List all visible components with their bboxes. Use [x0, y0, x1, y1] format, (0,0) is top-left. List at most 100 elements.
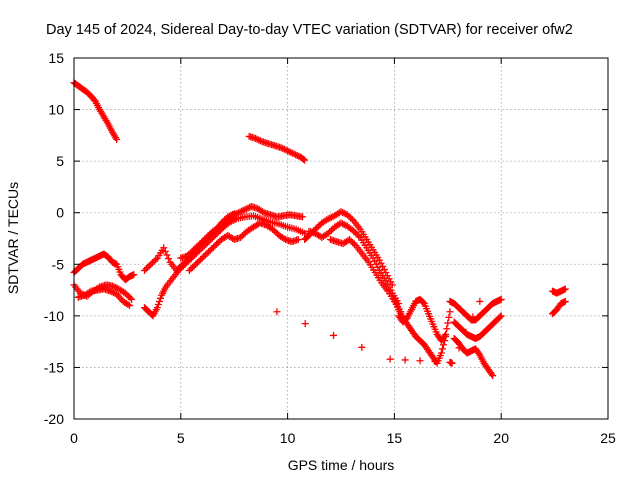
data-point-arc-upper-mid — [301, 156, 309, 164]
data-point-arc-f — [202, 233, 210, 241]
data-point-arc-upper-mid — [280, 145, 288, 153]
y-tick-label: 10 — [48, 102, 64, 118]
data-point-isolated — [416, 357, 424, 365]
data-point-arc-f — [185, 250, 193, 258]
data-point-arc-upper-mid — [277, 144, 285, 152]
data-point-arc-e — [173, 266, 181, 274]
data-point-arc-c — [124, 301, 132, 309]
x-tick-label: 25 — [600, 430, 616, 446]
data-point-arc-o — [475, 350, 483, 358]
data-point-arc-l — [442, 330, 450, 338]
y-tick-label: -5 — [52, 256, 65, 272]
data-point-arc-f — [259, 208, 267, 216]
data-point-arc-b — [128, 295, 136, 303]
data-point-arc-f — [234, 209, 242, 217]
data-point-arc-g — [238, 232, 246, 240]
data-point-arc-d — [155, 297, 163, 305]
data-point-arc-i — [324, 229, 332, 237]
data-point-arc-g — [270, 227, 278, 235]
data-point-arc-f — [201, 235, 209, 243]
data-point-arc-d — [157, 294, 165, 302]
data-point-arc-h — [326, 214, 334, 222]
data-point-arc-g — [193, 259, 201, 267]
data-point-arc-i — [326, 228, 334, 236]
data-point-arc-e — [161, 247, 169, 255]
data-point-arc-upper-mid — [279, 145, 287, 153]
data-point-arc-top-left — [113, 135, 121, 143]
data-point-arc-f — [223, 216, 231, 224]
data-point-arc-upper-mid — [290, 150, 298, 158]
data-point-arc-f — [242, 205, 250, 213]
data-point-arc-g — [198, 254, 206, 262]
data-point-arc-e — [176, 263, 184, 271]
x-tick-label: 5 — [177, 430, 185, 446]
data-point-arc-g — [205, 248, 213, 256]
data-point-arc-b — [121, 289, 129, 297]
data-point-arc-d — [154, 301, 162, 309]
data-point-arc-e — [145, 262, 153, 270]
y-tick-label: -20 — [44, 411, 64, 427]
data-point-arc-g — [269, 225, 277, 233]
data-point-arc-b — [124, 292, 132, 300]
data-point-arc-upper-mid — [300, 155, 308, 163]
data-point-arc-g — [211, 242, 219, 250]
data-point-isolated — [462, 328, 470, 336]
x-tick-label: 10 — [280, 430, 296, 446]
data-point-arc-e — [160, 244, 168, 252]
data-point-arc-f — [186, 249, 194, 257]
axis-ticks: 0 5 10 15 20 25 -20 -15 -10 -5 0 5 10 15 — [44, 50, 616, 446]
data-point-arc-l — [441, 332, 449, 340]
data-point-arc-f — [228, 212, 236, 220]
data-point-arc-h — [313, 224, 321, 232]
data-point-isolated — [469, 313, 477, 321]
data-point-arc-e — [177, 262, 185, 270]
data-point-arc-h — [315, 222, 323, 230]
data-point-arc-upper-mid — [253, 135, 261, 143]
data-point-isolated — [273, 308, 281, 316]
data-point-arc-h — [379, 262, 387, 270]
y-tick-label: -10 — [44, 308, 64, 324]
data-point-arc-f — [299, 213, 307, 221]
y-axis-label: SDTVAR / TECUs — [5, 182, 21, 294]
data-point-arc-f — [193, 243, 201, 251]
y-tick-label: -15 — [44, 359, 64, 375]
data-point-arc-d — [153, 304, 161, 312]
data-point-isolated — [448, 359, 456, 367]
x-tick-label: 20 — [493, 430, 509, 446]
data-point-arc-k — [438, 345, 446, 353]
data-point-isolated — [401, 356, 409, 364]
data-point-arc-h — [375, 256, 383, 264]
data-point-isolated — [330, 331, 338, 339]
data-point-arc-l — [446, 308, 454, 316]
data-point-isolated — [431, 357, 439, 365]
data-point-arc-h — [343, 211, 351, 219]
data-point-arc-e — [152, 256, 160, 264]
data-point-arc-h — [348, 215, 356, 223]
chart-title: Day 145 of 2024, Sidereal Day-to-day VTE… — [46, 22, 573, 38]
data-point-arc-f — [244, 204, 252, 212]
data-point-arc-m — [497, 295, 505, 303]
data-point-arc-o — [488, 370, 496, 378]
data-point-isolated — [455, 344, 463, 352]
data-point-arc-g — [190, 262, 198, 270]
data-point-arc-d — [301, 229, 309, 237]
data-point-arc-f — [222, 218, 230, 226]
data-point-arc-b — [123, 291, 131, 299]
data-point-arc-i — [353, 230, 361, 238]
data-point-arc-f — [199, 237, 207, 245]
data-point-arc-h — [377, 259, 385, 267]
data-point-arc-k — [437, 349, 445, 357]
data-point-arc-l — [443, 325, 451, 333]
data-point-arc-g — [240, 230, 248, 238]
data-point-arc-g — [213, 240, 221, 248]
data-point-arc-i — [350, 227, 358, 235]
data-point-arc-c — [85, 288, 93, 296]
data-point-arc-l — [444, 319, 452, 327]
data-point-arc-f — [239, 206, 247, 214]
data-point-arc-upper-mid — [287, 148, 295, 156]
data-point-arc-i — [374, 263, 382, 271]
data-point-arc-g — [203, 249, 211, 257]
data-point-arc-b — [112, 283, 120, 291]
data-point-arc-i — [340, 221, 348, 229]
x-tick-label: 0 — [70, 430, 78, 446]
